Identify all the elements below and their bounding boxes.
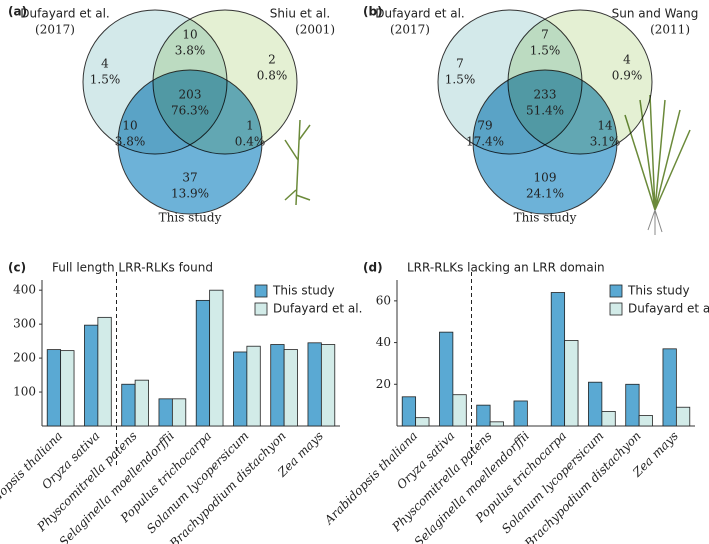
panel-label: (d) bbox=[363, 261, 383, 275]
region-percent: 13.9% bbox=[171, 187, 209, 201]
set-label: Dufayard et al. bbox=[375, 7, 464, 21]
region-count: 10 bbox=[122, 119, 137, 133]
bar bbox=[121, 383, 136, 427]
bar bbox=[233, 351, 248, 427]
region-percent: 1.5% bbox=[530, 44, 561, 58]
bar bbox=[283, 349, 298, 427]
bar bbox=[171, 398, 187, 427]
region-percent: 0.9% bbox=[612, 69, 643, 83]
bar bbox=[588, 381, 603, 427]
bar bbox=[195, 299, 211, 427]
legend-label: This study bbox=[272, 284, 335, 298]
bar bbox=[675, 406, 691, 427]
bar bbox=[158, 398, 173, 427]
y-tick-label: 60 bbox=[376, 293, 391, 307]
set-year: (2017) bbox=[35, 23, 75, 37]
set-label: Shiu et al. bbox=[270, 7, 330, 21]
region-percent: 1.5% bbox=[445, 73, 476, 87]
bar bbox=[270, 344, 285, 427]
region-percent: 24.1% bbox=[526, 187, 564, 201]
set-year: (2017) bbox=[390, 23, 430, 37]
region-percent: 76.3% bbox=[171, 104, 209, 118]
region-count: 4 bbox=[623, 53, 631, 67]
region-count: 109 bbox=[534, 171, 557, 185]
region-percent: 3.8% bbox=[115, 135, 146, 149]
region-percent: 0.8% bbox=[257, 69, 288, 83]
legend-swatch bbox=[254, 302, 268, 316]
region-count: 14 bbox=[597, 119, 613, 133]
bar bbox=[439, 331, 454, 427]
region-count: 7 bbox=[456, 57, 464, 71]
set-year: (2001) bbox=[295, 23, 335, 37]
region-count: 203 bbox=[179, 88, 202, 102]
region-count: 7 bbox=[541, 28, 549, 42]
bar bbox=[662, 348, 677, 427]
chart-title: Full length LRR-RLKs found bbox=[52, 261, 213, 275]
bar bbox=[550, 292, 566, 427]
bar bbox=[209, 289, 224, 427]
panel-label: (c) bbox=[8, 261, 26, 275]
legend-swatch bbox=[254, 284, 268, 298]
region-count: 4 bbox=[101, 57, 109, 71]
region-count: 79 bbox=[477, 119, 492, 133]
bar bbox=[638, 415, 653, 427]
bar bbox=[320, 344, 336, 427]
bar bbox=[46, 349, 62, 427]
y-tick-label: 300 bbox=[13, 317, 36, 331]
region-count: 1 bbox=[246, 119, 254, 133]
bar bbox=[625, 383, 640, 427]
bar bbox=[452, 394, 467, 427]
set-label: This study bbox=[514, 211, 577, 225]
region-count: 233 bbox=[534, 88, 557, 102]
region-percent: 1.5% bbox=[90, 73, 121, 87]
legend-swatch bbox=[609, 302, 623, 316]
y-tick-label: 200 bbox=[13, 351, 36, 365]
legend-label: This study bbox=[627, 284, 690, 298]
region-count: 37 bbox=[182, 171, 197, 185]
y-tick-label: 100 bbox=[13, 385, 36, 399]
region-percent: 0.4% bbox=[235, 135, 266, 149]
region-percent: 3.1% bbox=[590, 135, 621, 149]
legend-label: Dufayard et al. bbox=[628, 302, 709, 316]
bar bbox=[476, 404, 491, 427]
bar bbox=[601, 410, 616, 427]
venn-circle bbox=[507, 9, 653, 155]
bar bbox=[564, 340, 579, 427]
legend-label: Dufayard et al. bbox=[273, 302, 362, 316]
plant-b bbox=[624, 94, 691, 235]
bar bbox=[246, 345, 261, 427]
bar bbox=[60, 350, 75, 427]
bar bbox=[97, 316, 112, 427]
region-percent: 51.4% bbox=[526, 104, 564, 118]
bar bbox=[401, 396, 417, 427]
y-tick-label: 20 bbox=[376, 377, 391, 391]
bar bbox=[415, 417, 430, 427]
panel-label: (b) bbox=[363, 5, 383, 19]
set-label: Dufayard et al. bbox=[20, 7, 109, 21]
chart-title: LRR-RLKs lacking an LRR domain bbox=[407, 261, 605, 275]
region-count: 10 bbox=[182, 28, 197, 42]
bar bbox=[84, 324, 99, 427]
region-percent: 3.8% bbox=[175, 44, 206, 58]
region-count: 2 bbox=[268, 53, 276, 67]
region-percent: 17.4% bbox=[466, 135, 504, 149]
set-label: This study bbox=[159, 211, 222, 225]
set-year: (2011) bbox=[650, 23, 690, 37]
panel-label: (a) bbox=[8, 5, 27, 19]
bar bbox=[307, 342, 322, 427]
y-tick-label: 40 bbox=[376, 335, 391, 349]
bar bbox=[489, 421, 504, 427]
bar bbox=[513, 400, 528, 427]
plant-a bbox=[284, 119, 311, 206]
venn-circle bbox=[152, 9, 298, 155]
y-tick-label: 400 bbox=[13, 283, 36, 297]
bar bbox=[134, 379, 149, 427]
legend-swatch bbox=[609, 284, 623, 298]
set-label: Sun and Wang bbox=[612, 7, 699, 21]
